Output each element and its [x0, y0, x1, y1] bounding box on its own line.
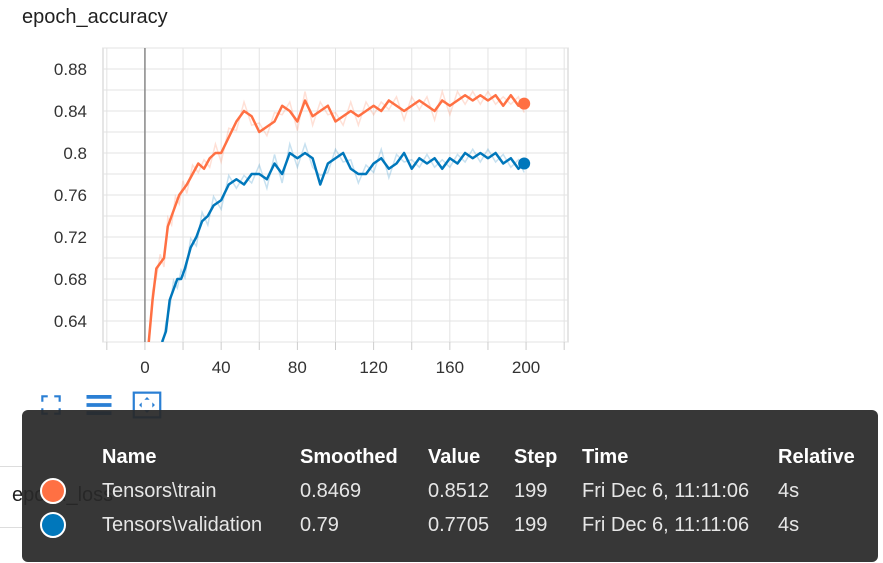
- tooltip-header-name: Name: [102, 445, 157, 468]
- tooltip-header-row: Name Smoothed Value Step Time Relative: [40, 440, 865, 474]
- tooltip-header-smoothed: Smoothed: [300, 445, 398, 468]
- y-tick-label: 0.8: [63, 144, 87, 163]
- card-divider: [0, 466, 22, 528]
- tooltip-row: Tensors\validation 0.79 0.7705 199 Fri D…: [40, 508, 865, 542]
- tooltip-header-relative: Relative: [778, 445, 855, 468]
- x-tick-label: 120: [359, 358, 387, 377]
- x-tick-label: 200: [512, 358, 540, 377]
- time-value: Fri Dec 6, 11:11:06: [582, 479, 750, 502]
- x-tick-label: 40: [212, 358, 231, 377]
- validation-raw-line: [162, 141, 525, 342]
- smoothed-value: 0.8469: [300, 479, 362, 502]
- y-tick-label: 0.76: [54, 186, 87, 205]
- train-color-dot: [40, 478, 66, 504]
- tooltip-header-value: Value: [428, 445, 481, 468]
- y-tick-label: 0.88: [54, 60, 87, 79]
- y-tick-label: 0.84: [54, 102, 87, 121]
- step-value: 199: [514, 513, 548, 536]
- series-swatch: [40, 508, 102, 542]
- step-value: 199: [514, 479, 548, 502]
- validation-end-point: [518, 157, 531, 170]
- train-end-point: [518, 97, 531, 110]
- chart-title: epoch_accuracy: [22, 6, 168, 28]
- train-raw-line: [148, 88, 525, 342]
- x-tick-label: 80: [288, 358, 307, 377]
- validation-line: [160, 151, 526, 342]
- tooltip-header-step: Step: [514, 445, 558, 468]
- relative-value: 4s: [778, 479, 800, 502]
- x-tick-label: 0: [140, 358, 149, 377]
- tooltip-header-swatch: [40, 440, 102, 474]
- tooltip-header-time: Time: [582, 445, 629, 468]
- y-tick-label: 0.68: [54, 270, 87, 289]
- y-tick-label: 0.64: [54, 312, 87, 331]
- chart-tooltip: Name Smoothed Value Step Time Relative T…: [22, 410, 878, 562]
- tooltip-table: Name Smoothed Value Step Time Relative T…: [40, 440, 865, 542]
- accuracy-chart[interactable]: 0.64 0.68 0.72 0.76 0.8 0.84 0.88 0 40 80 120 160 20…: [0, 40, 600, 385]
- train-line: [147, 94, 525, 342]
- raw-value: 0.8512: [428, 479, 490, 502]
- raw-value: 0.7705: [428, 513, 490, 536]
- validation-color-dot: [40, 512, 66, 538]
- series-name: Tensors\train: [102, 479, 217, 502]
- series-swatch: [40, 474, 102, 508]
- series-name: Tensors\validation: [102, 513, 263, 536]
- x-tick-label: 160: [436, 358, 464, 377]
- time-value: Fri Dec 6, 11:11:06: [582, 513, 750, 536]
- relative-value: 4s: [778, 513, 800, 536]
- tooltip-row: Tensors\train 0.8469 0.8512 199 Fri Dec …: [40, 474, 865, 508]
- y-tick-label: 0.72: [54, 228, 87, 247]
- smoothed-value: 0.79: [300, 513, 339, 536]
